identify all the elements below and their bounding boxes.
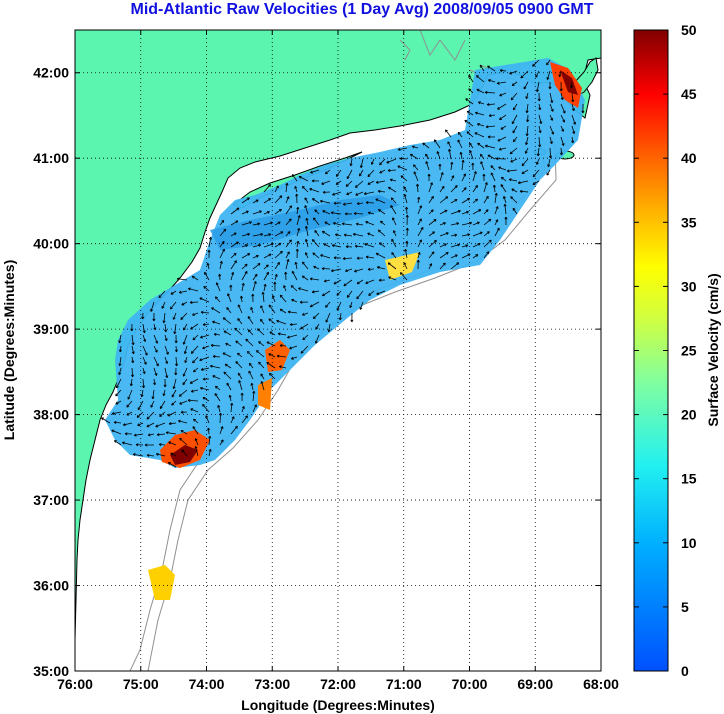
- fastest-zone-south: [170, 445, 198, 465]
- lon-tick-label: 70:00: [452, 676, 488, 692]
- velocity-vectors: [101, 59, 585, 468]
- lon-tick-label: 69:00: [517, 676, 553, 692]
- lon-tick-label: 68:00: [583, 676, 619, 692]
- lat-tick-label: 42:00: [33, 65, 69, 81]
- lat-tick-label: 36:00: [33, 578, 69, 594]
- colorbar-tick-label: 30: [681, 278, 697, 294]
- fast-zone-midshelf: [385, 252, 420, 280]
- colorbar-tick-label: 40: [681, 150, 697, 166]
- lon-tick-label: 74:00: [189, 676, 225, 692]
- colorbar-tick-label: 20: [681, 407, 697, 423]
- grid-lines: [75, 30, 601, 671]
- lat-tick-label: 41:00: [33, 150, 69, 166]
- colorbar-tick-label: 0: [681, 663, 689, 679]
- colorbar-label: Surface Velocity (cm/s): [705, 273, 721, 426]
- colorbar-tick-label: 5: [681, 599, 689, 615]
- latitude-ticks: 42:00 41:00 40:00 39:00 38:00 37:00 36:00 35:00: [33, 65, 601, 679]
- fastest-zone-north: [560, 70, 578, 95]
- colorbar-tick-label: 10: [681, 535, 697, 551]
- longitude-ticks: 76:00 75:00 74:00 73:00 72:00 71:00 70:00 69:00…: [57, 30, 619, 692]
- colorbar-tick-label: 35: [681, 214, 697, 230]
- lon-tick-label: 73:00: [254, 676, 290, 692]
- colorbar-tick-label: 45: [681, 86, 697, 102]
- lat-tick-label: 37:00: [33, 492, 69, 508]
- fast-zone-hatteras: [148, 565, 175, 600]
- fast-zone-mid2: [258, 378, 272, 410]
- slow-zone: [210, 195, 400, 250]
- velocity-field-coverage: [105, 58, 585, 468]
- lon-tick-label: 72:00: [320, 676, 356, 692]
- colorbar-tick-label: 50: [681, 22, 697, 38]
- lat-tick-label: 39:00: [33, 321, 69, 337]
- colorbar-tick-label: 25: [681, 343, 697, 359]
- chart-title: Mid-Atlantic Raw Velocities (1 Day Avg) …: [130, 1, 594, 18]
- lon-tick-label: 71:00: [386, 676, 422, 692]
- lon-tick-label: 76:00: [57, 676, 93, 692]
- lat-tick-label: 35:00: [33, 663, 69, 679]
- y-axis-label: Latitude (Degrees:Minutes): [1, 260, 17, 440]
- x-axis-label: Longitude (Degrees:Minutes): [241, 697, 435, 713]
- lat-tick-label: 40:00: [33, 236, 69, 252]
- lat-tick-label: 38:00: [33, 407, 69, 423]
- lon-tick-label: 75:00: [123, 676, 159, 692]
- map-plot-area: [75, 30, 601, 671]
- colorbar: [633, 29, 669, 672]
- colorbar-tick-label: 15: [681, 471, 697, 487]
